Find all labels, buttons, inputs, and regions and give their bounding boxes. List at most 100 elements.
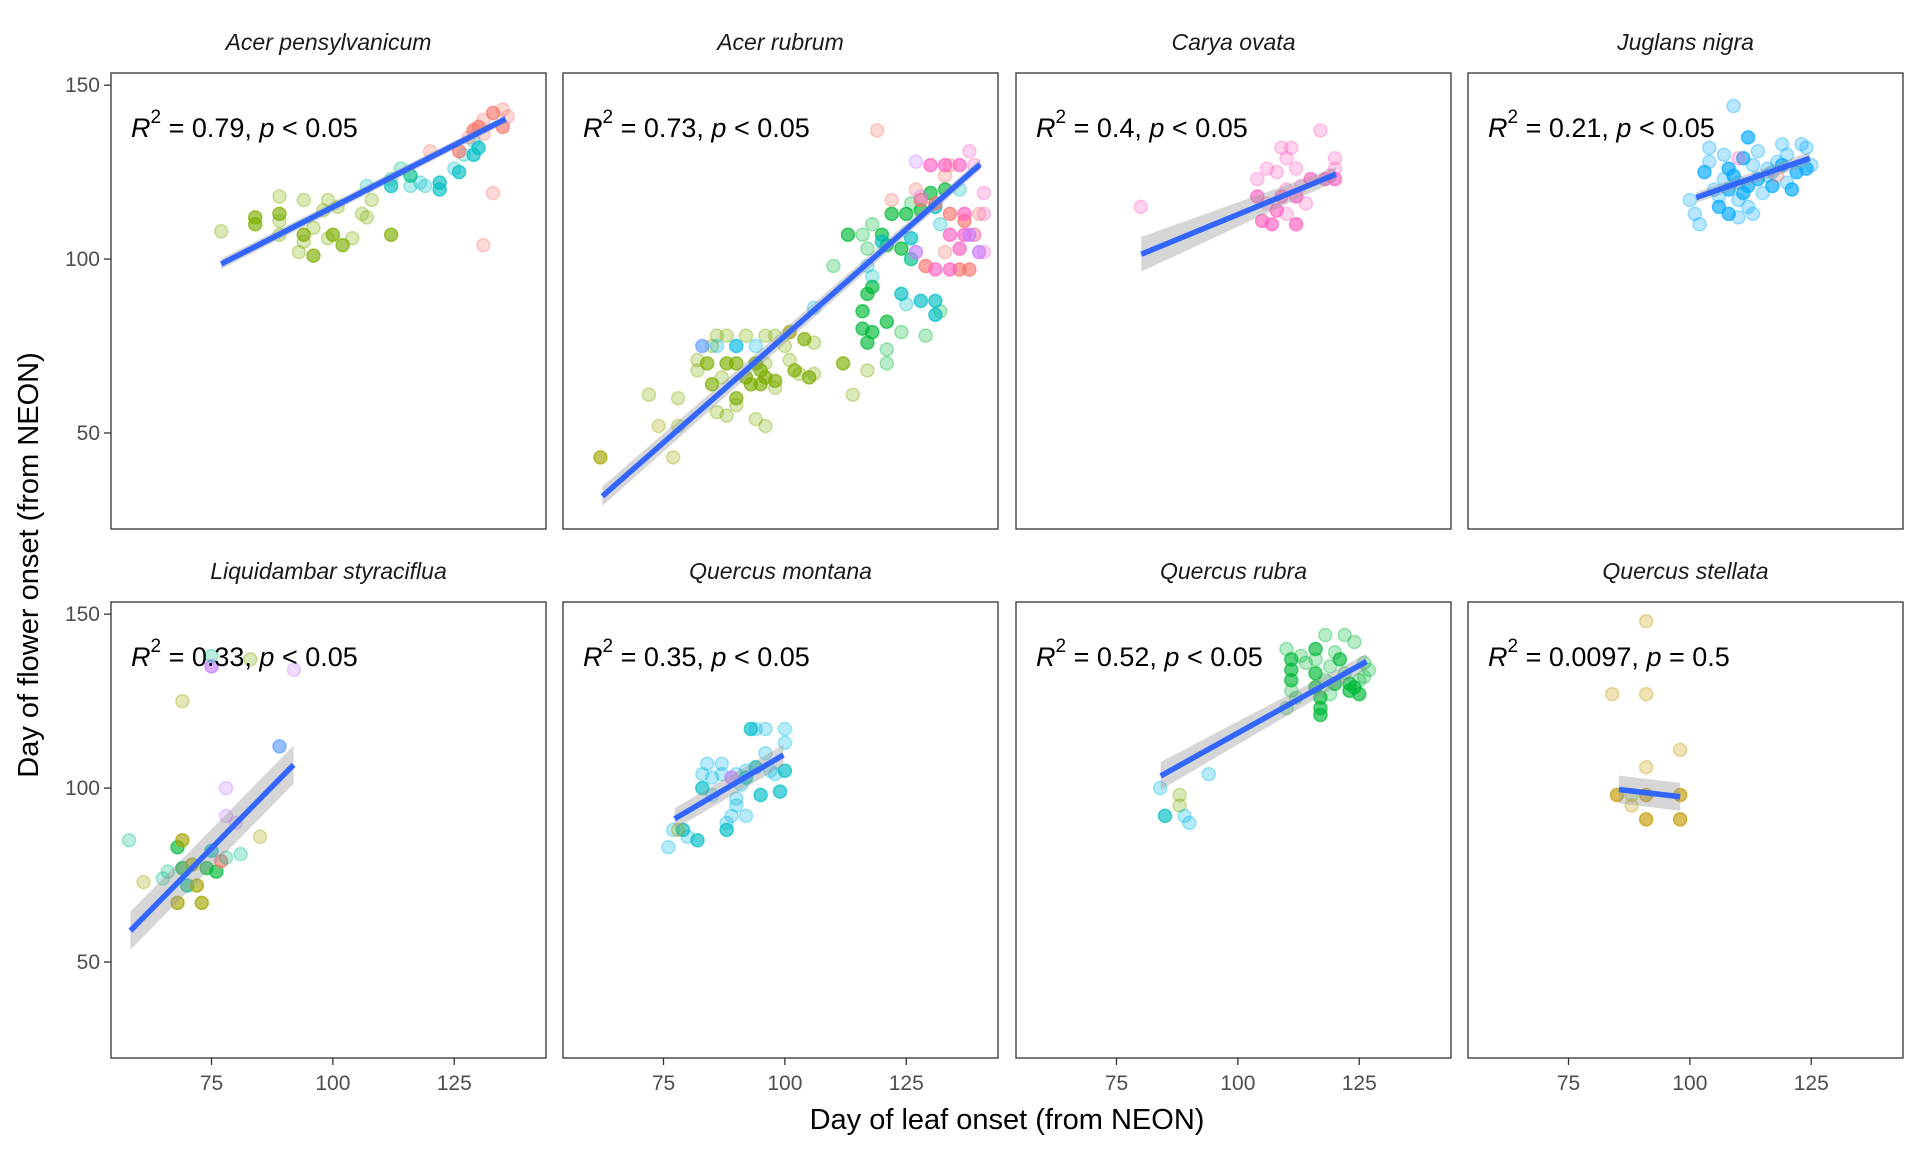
data-point (252, 829, 268, 845)
data-point (1356, 669, 1372, 685)
data-point (204, 659, 219, 674)
x-tick-label: 125 (1342, 1072, 1377, 1095)
data-point (1172, 787, 1187, 803)
points-layer (213, 102, 515, 263)
x-tick-label: 125 (437, 1072, 472, 1095)
p-symbol: p (1163, 642, 1179, 672)
data-point (704, 770, 720, 785)
data-point (748, 721, 763, 737)
x-tick-label: 75 (1105, 1072, 1128, 1095)
data-point (860, 286, 875, 302)
panel-border (562, 601, 999, 1059)
data-point (714, 756, 730, 771)
data-point (714, 370, 730, 385)
data-point (1293, 648, 1309, 664)
data-point (962, 227, 977, 242)
r-symbol: R (583, 642, 603, 672)
data-point (729, 356, 744, 371)
data-point (1711, 199, 1727, 215)
data-point (1327, 150, 1343, 166)
data-point (908, 154, 924, 169)
r-symbol: R (1488, 642, 1508, 672)
r2-annotation: R2 = 0.33, p < 0.05 (131, 636, 358, 672)
data-point (865, 324, 880, 340)
r2-annotation: R2 = 0.73, p < 0.05 (583, 107, 810, 143)
data-point (471, 140, 486, 156)
data-point (1182, 815, 1197, 831)
data-point (272, 213, 287, 229)
data-point (1284, 673, 1299, 688)
data-point (1274, 140, 1289, 156)
data-point (1152, 780, 1168, 796)
data-point (952, 241, 967, 256)
p-symbol: p (1615, 113, 1631, 143)
data-point (121, 833, 137, 848)
data-point (1750, 144, 1766, 159)
data-point (758, 721, 773, 737)
data-point (1731, 150, 1746, 166)
r2-value: = 0.79, (161, 113, 259, 143)
data-point (767, 380, 783, 396)
x-tick-label: 100 (767, 1072, 802, 1095)
data-point (937, 244, 953, 260)
p-value: < 0.05 (1179, 642, 1262, 672)
r-symbol: R (1036, 113, 1056, 143)
data-point (432, 182, 447, 197)
y-tick-label: 100 (65, 248, 100, 271)
data-point (942, 206, 958, 222)
data-point (175, 693, 190, 709)
facet-title: Quercus montana (689, 558, 872, 584)
data-point (1755, 185, 1770, 201)
facet-panel: Liquidambar styraciflua R2 = 0.33, p < 0.… (65, 558, 547, 1095)
x-tick-label: 75 (200, 1072, 223, 1095)
data-point (451, 164, 467, 180)
panel-border (1015, 601, 1452, 1059)
r2-value: = 0.73, (613, 113, 711, 143)
p-symbol: p (1148, 113, 1164, 143)
x-tick-label: 100 (1672, 1072, 1707, 1095)
data-point (1672, 812, 1688, 827)
data-point (1638, 613, 1654, 629)
data-point (1784, 182, 1800, 197)
r2-annotation: R2 = 0.35, p < 0.05 (583, 636, 810, 672)
data-point (247, 217, 263, 232)
r2-annotation: R2 = 0.79, p < 0.05 (131, 107, 358, 143)
data-point (957, 206, 972, 222)
data-point (797, 331, 812, 347)
r2-annotation: R2 = 0.21, p < 0.05 (1488, 107, 1715, 143)
superscript-2: 2 (1056, 636, 1067, 657)
data-point (695, 338, 710, 354)
regression-line (1140, 171, 1337, 257)
data-point (306, 220, 321, 236)
data-point (801, 370, 817, 385)
p-value: < 0.05 (274, 113, 357, 143)
data-point (932, 217, 948, 232)
data-point (898, 206, 914, 222)
data-point (1269, 203, 1284, 218)
data-point (777, 721, 793, 737)
data-point (1279, 641, 1294, 657)
p-symbol: p (258, 113, 274, 143)
data-point (417, 178, 433, 194)
data-point (758, 746, 773, 761)
data-point (359, 210, 375, 225)
regression-line (600, 162, 982, 499)
data-point (345, 230, 360, 246)
data-point (675, 822, 691, 838)
data-point (690, 363, 705, 378)
data-point (787, 363, 802, 378)
x-tick-label: 100 (1220, 1072, 1255, 1095)
data-point (1638, 759, 1654, 775)
p-value: < 0.05 (1164, 113, 1247, 143)
points-layer (121, 648, 302, 911)
data-point (1794, 137, 1809, 152)
data-point (913, 192, 929, 208)
data-point (777, 735, 793, 751)
data-point (1322, 659, 1338, 674)
data-point (1308, 652, 1323, 667)
data-point (719, 408, 734, 423)
data-point (306, 248, 321, 263)
data-point (1264, 217, 1280, 232)
y-tick-label: 100 (65, 777, 100, 800)
r-symbol: R (131, 113, 151, 143)
